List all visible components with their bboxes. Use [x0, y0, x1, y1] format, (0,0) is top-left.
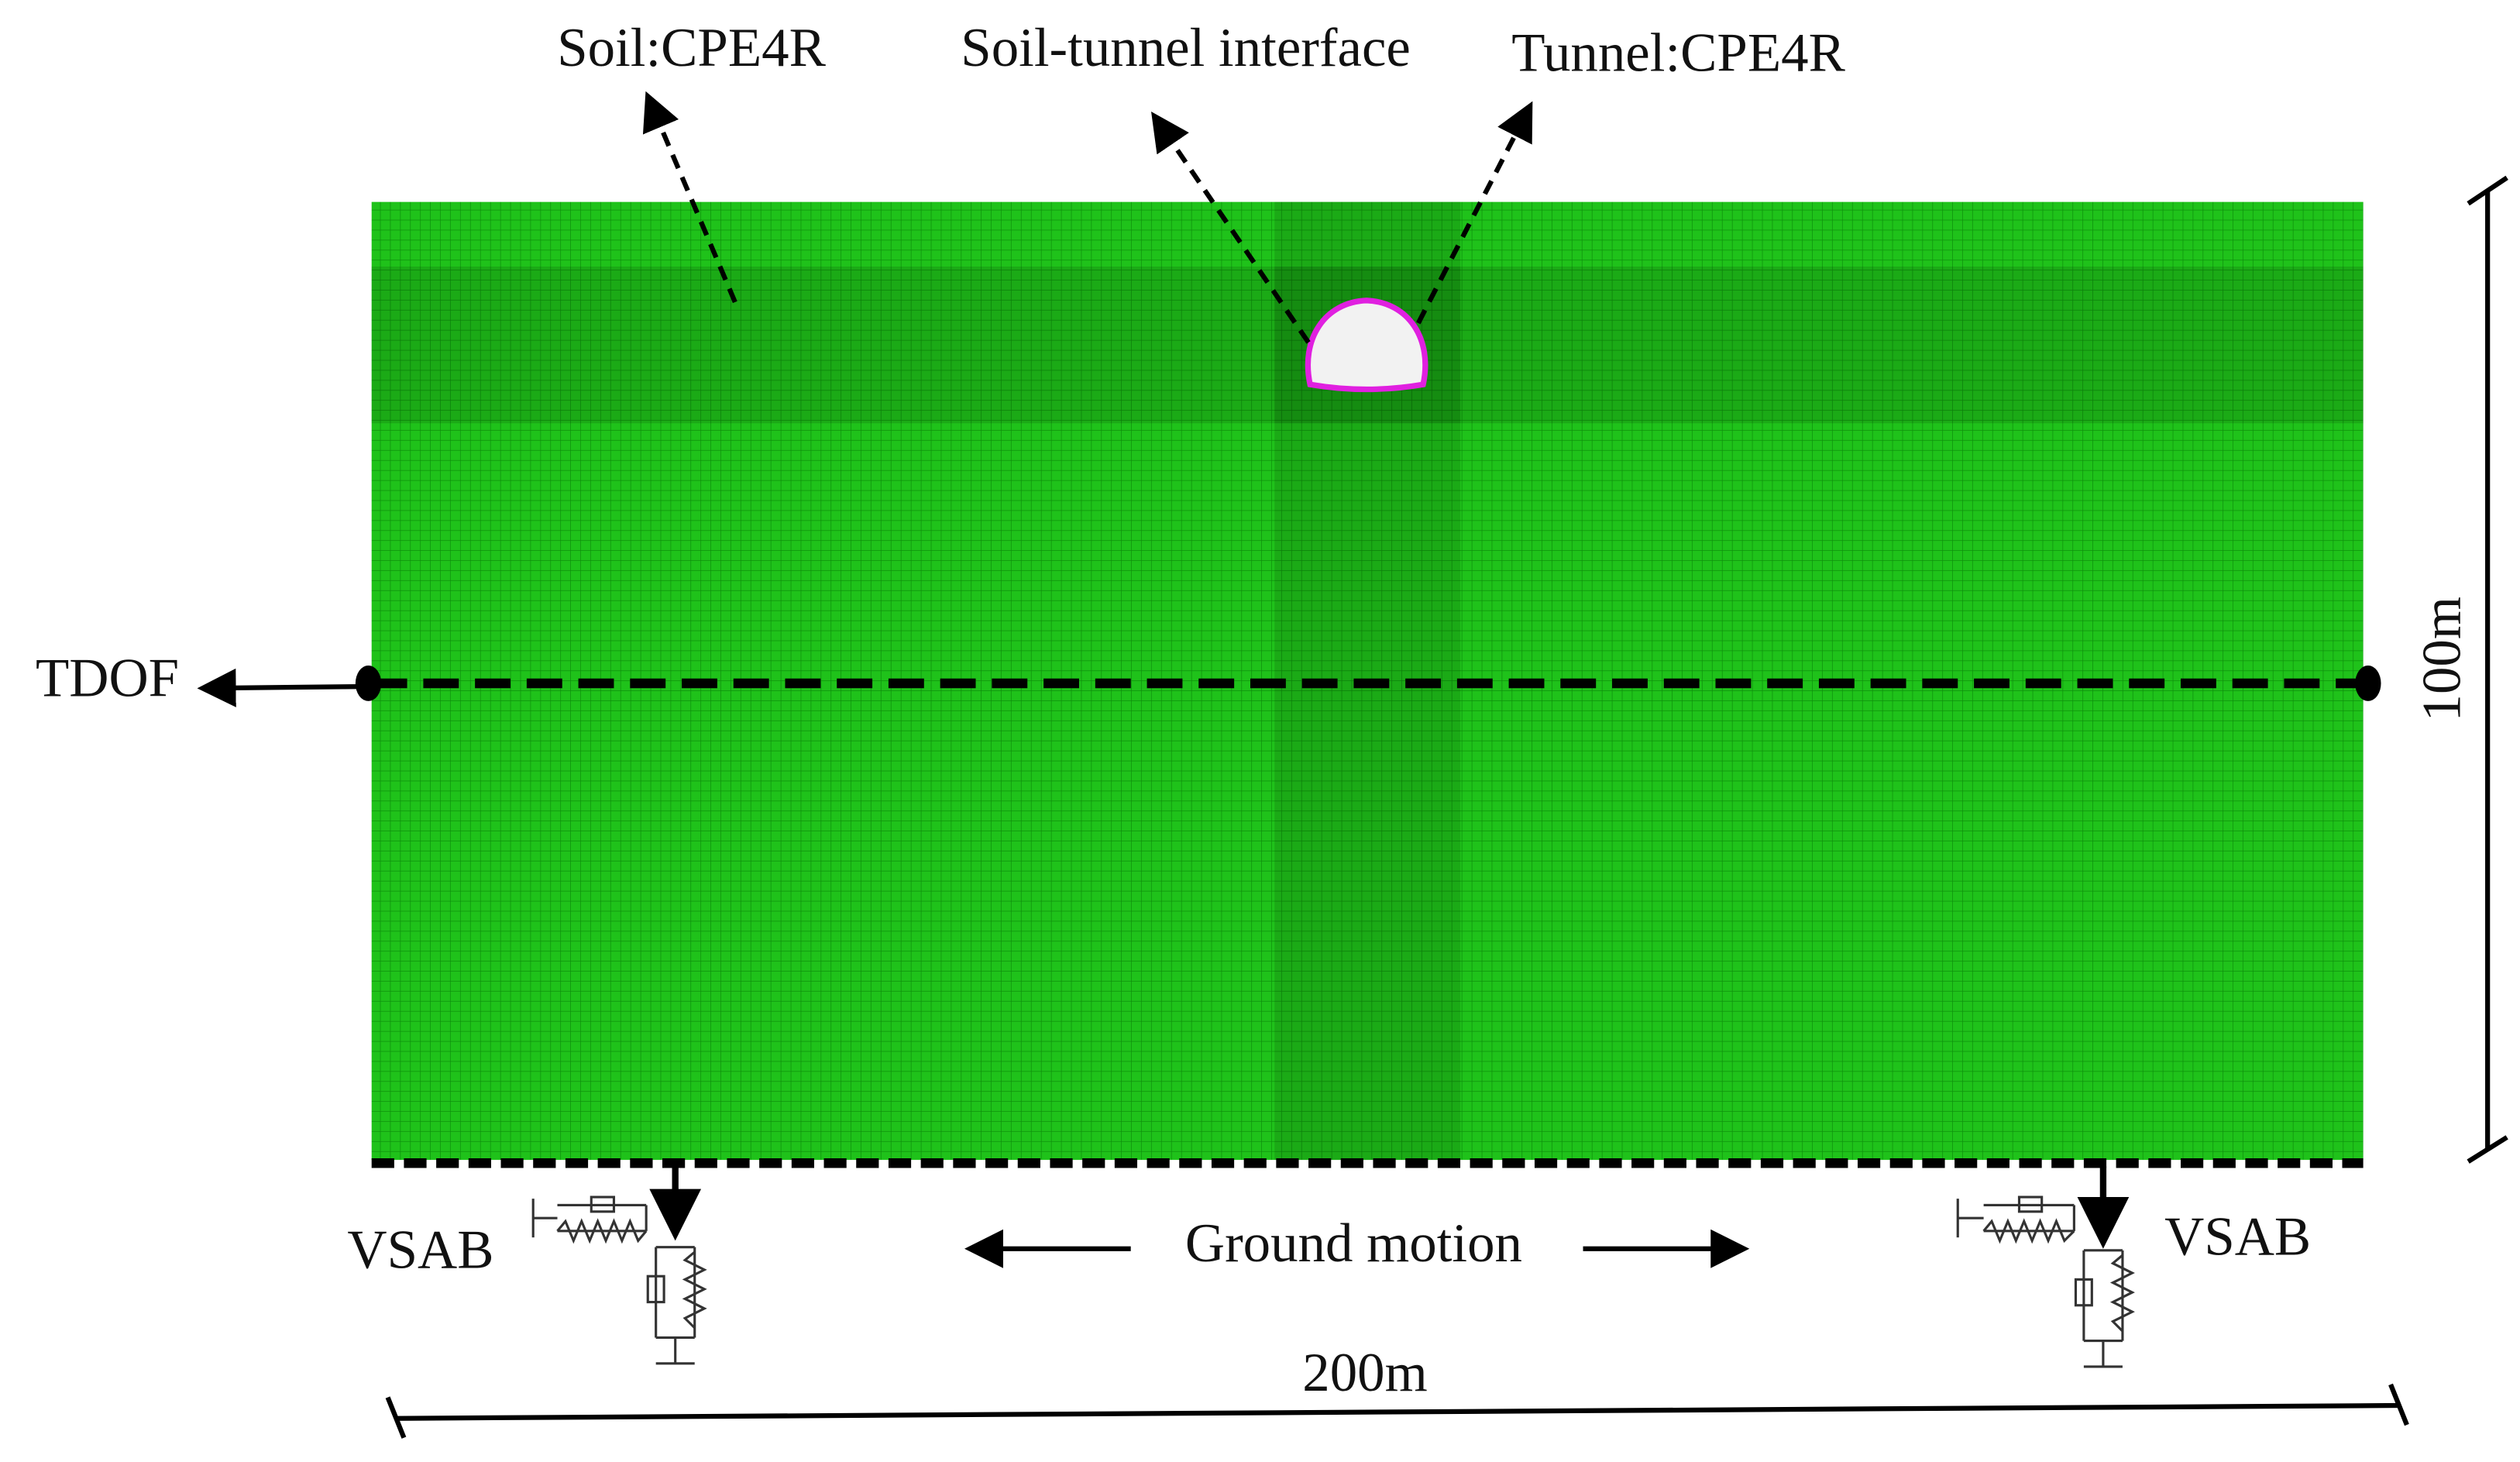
vsab-element — [531, 1166, 707, 1365]
tdof-node — [2355, 666, 2381, 701]
soil-label: Soil:CPE4R — [557, 18, 826, 78]
width-label: 200m — [1302, 1343, 1427, 1403]
width-dimension — [385, 1383, 2409, 1439]
pointer-arrow — [1151, 111, 1311, 344]
vsab-label: VSAB — [2164, 1207, 2311, 1268]
tunnel-label: Tunnel:CPE4R — [1511, 22, 1845, 83]
tdof-node — [355, 666, 382, 701]
height-dimension — [2467, 175, 2508, 1164]
ground-motion-label: Ground motion — [1185, 1213, 1522, 1274]
interface-label: Soil-tunnel interface — [961, 18, 1411, 78]
tdof-label: TDOF — [36, 648, 179, 708]
height-label: 100m — [2412, 597, 2472, 721]
vsab-element — [1956, 1166, 2135, 1368]
vsab-label: VSAB — [347, 1219, 493, 1280]
pointer-arrow — [1416, 101, 1533, 325]
pointer-arrow — [642, 91, 737, 304]
tunnel — [1305, 298, 1428, 393]
tdof-arrow — [197, 668, 363, 707]
